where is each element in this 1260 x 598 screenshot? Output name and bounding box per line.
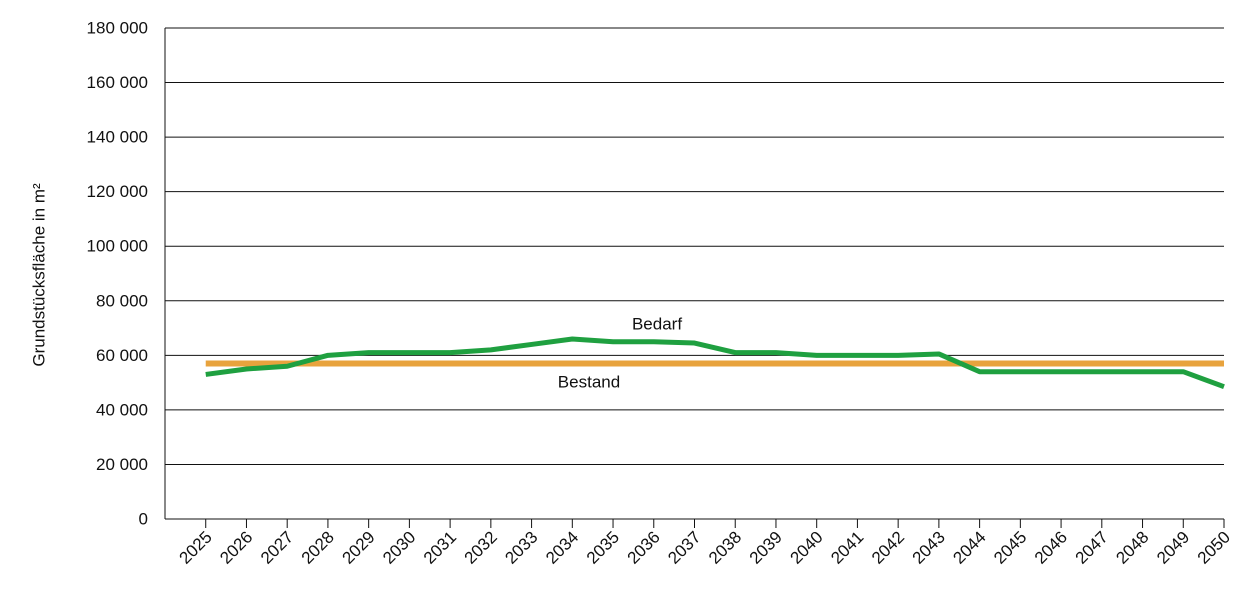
x-tick-label: 2038 [705, 528, 745, 568]
x-tick-label: 2035 [583, 528, 623, 568]
x-tick-label: 2036 [624, 528, 664, 568]
x-tick-label: 2031 [420, 528, 460, 568]
x-tick-label: 2044 [949, 528, 989, 568]
x-tick-label: 2041 [827, 528, 867, 568]
series-label: Bestand [558, 372, 620, 391]
x-tick-label: 2034 [542, 528, 582, 568]
x-tick-label: 2042 [868, 528, 908, 568]
x-tick-label: 2025 [176, 528, 216, 568]
x-tick-label: 2028 [298, 528, 338, 568]
series-label: Bedarf [632, 314, 682, 333]
x-tick-label: 2037 [664, 528, 704, 568]
x-tick-label: 2050 [1194, 528, 1234, 568]
y-tick-label: 180 000 [87, 18, 148, 37]
x-tick-label: 2027 [257, 528, 297, 568]
x-tick-label: 2030 [379, 528, 419, 568]
x-tick-label: 2040 [787, 528, 827, 568]
y-tick-label: 20 000 [96, 455, 148, 474]
x-tick-label: 2029 [338, 528, 378, 568]
y-tick-label: 120 000 [87, 182, 148, 201]
x-tick-label: 2043 [909, 528, 949, 568]
y-tick-label: 60 000 [96, 346, 148, 365]
line [205, 336, 1225, 390]
y-tick-label: 40 000 [96, 400, 148, 419]
x-tick-label: 2032 [461, 528, 501, 568]
x-tick-label: 2045 [990, 528, 1030, 568]
y-tick-label: 80 000 [96, 291, 148, 310]
x-tick-label: 2033 [501, 528, 541, 568]
x-tick-label: 2046 [1031, 528, 1071, 568]
y-tick-label: 100 000 [87, 237, 148, 256]
x-tick-label: 2047 [1072, 528, 1112, 568]
y-tick-label: 140 000 [87, 128, 148, 147]
x-tick-label: 2048 [1112, 528, 1152, 568]
y-tick-label: 160 000 [87, 73, 148, 92]
y-axis-label: Grundstücksfläche in m² [29, 183, 48, 367]
x-tick-label: 2039 [746, 528, 786, 568]
x-tick-label: 2026 [216, 528, 256, 568]
y-tick-label: 0 [139, 509, 148, 528]
x-tick-label: 2049 [1153, 528, 1193, 568]
